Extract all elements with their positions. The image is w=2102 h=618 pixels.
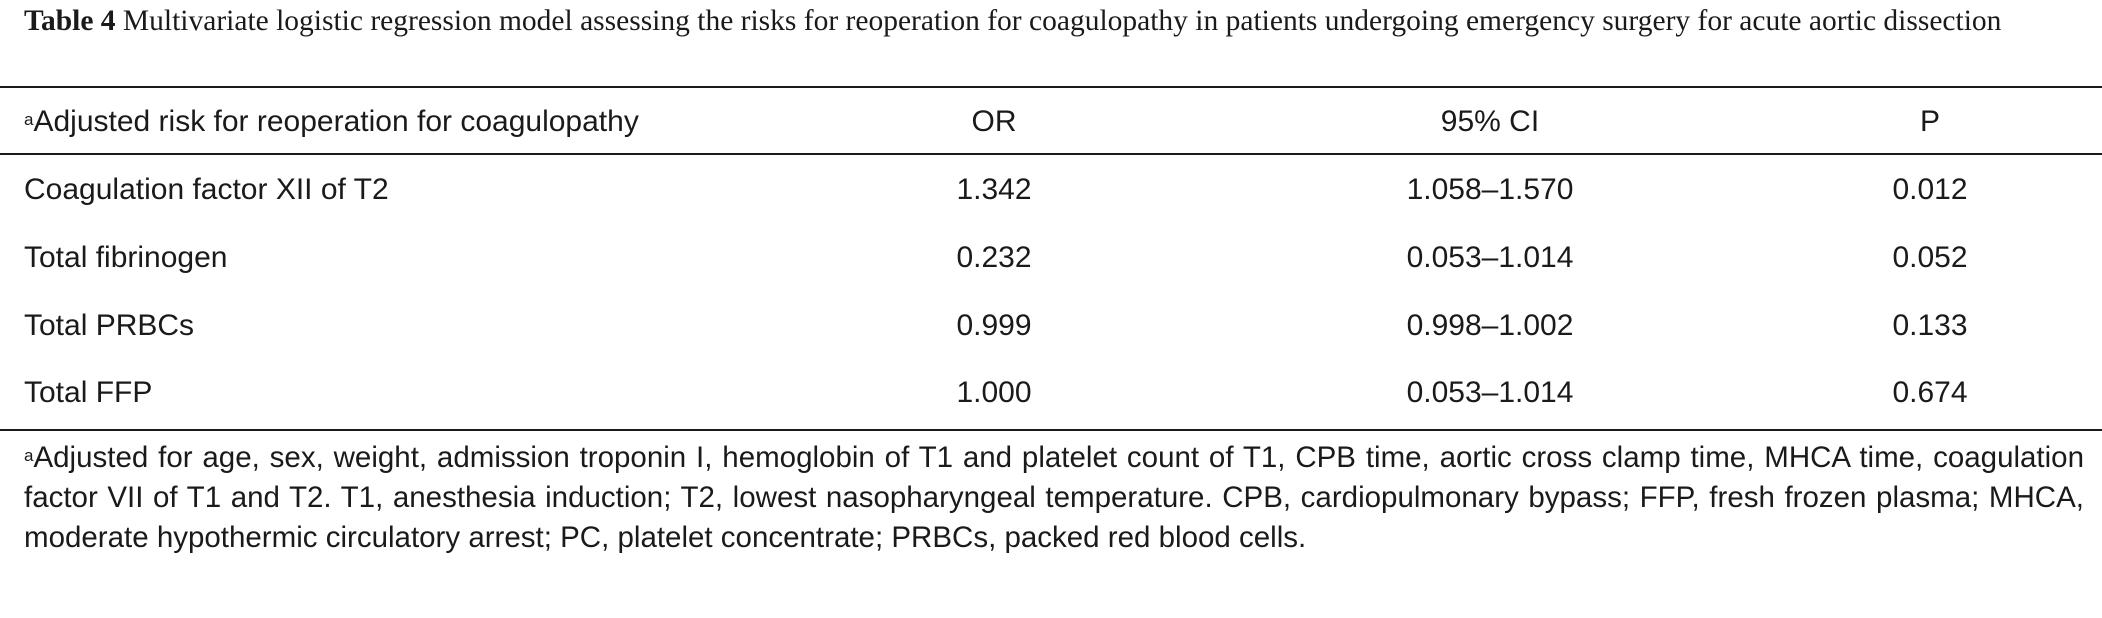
row-ci: 0.053–1.014 [1406, 376, 1574, 409]
row-p: 0.133 [1892, 309, 1968, 342]
table-caption: Table 4 Multivariate logistic regression… [24, 2, 2084, 41]
row-ci: 1.058–1.570 [1406, 173, 1574, 206]
header-or: OR [971, 105, 1017, 138]
row-variable: Coagulation factor XII of T2 [24, 173, 389, 206]
row-variable: Total PRBCs [24, 309, 195, 342]
header-variable: aAdjusted risk for reoperation for coagu… [24, 102, 639, 142]
table-caption-label: Table 4 [24, 5, 116, 37]
row-variable: Total fibrinogen [24, 241, 228, 274]
header-footnote-marker: a [24, 110, 34, 129]
table-row: Coagulation factor XII of T2 1.342 1.058… [0, 170, 2102, 210]
header-ci: 95% CI [1440, 105, 1540, 138]
row-or: 1.000 [956, 376, 1032, 409]
table-caption-text: Multivariate logistic regression model a… [122, 5, 2002, 37]
table-row: Total fibrinogen 0.232 0.053–1.014 0.052 [0, 238, 2102, 278]
table-header-row: aAdjusted risk for reoperation for coagu… [0, 102, 2102, 142]
row-ci: 0.053–1.014 [1406, 241, 1574, 274]
row-p: 0.012 [1892, 173, 1968, 206]
table-footnote: aAdjusted for age, sex, weight, admissio… [24, 438, 2084, 558]
header-variable-label: Adjusted risk for reoperation for coagul… [33, 105, 639, 138]
row-p: 0.052 [1892, 241, 1968, 274]
table-header-rule [0, 153, 2102, 155]
table-row: Total FFP 1.000 0.053–1.014 0.674 [0, 373, 2102, 413]
row-or: 0.232 [956, 241, 1032, 274]
table-row: Total PRBCs 0.999 0.998–1.002 0.133 [0, 306, 2102, 346]
row-or: 0.999 [956, 309, 1032, 342]
footnote-marker: a [24, 446, 34, 465]
table-bottom-rule [0, 429, 2102, 431]
row-or: 1.342 [956, 173, 1032, 206]
footnote-text: Adjusted for age, sex, weight, admission… [24, 441, 2084, 554]
row-p: 0.674 [1892, 376, 1968, 409]
row-variable: Total FFP [24, 376, 153, 409]
row-ci: 0.998–1.002 [1406, 309, 1574, 342]
header-p: P [1919, 105, 1940, 138]
table-top-rule [0, 86, 2102, 88]
